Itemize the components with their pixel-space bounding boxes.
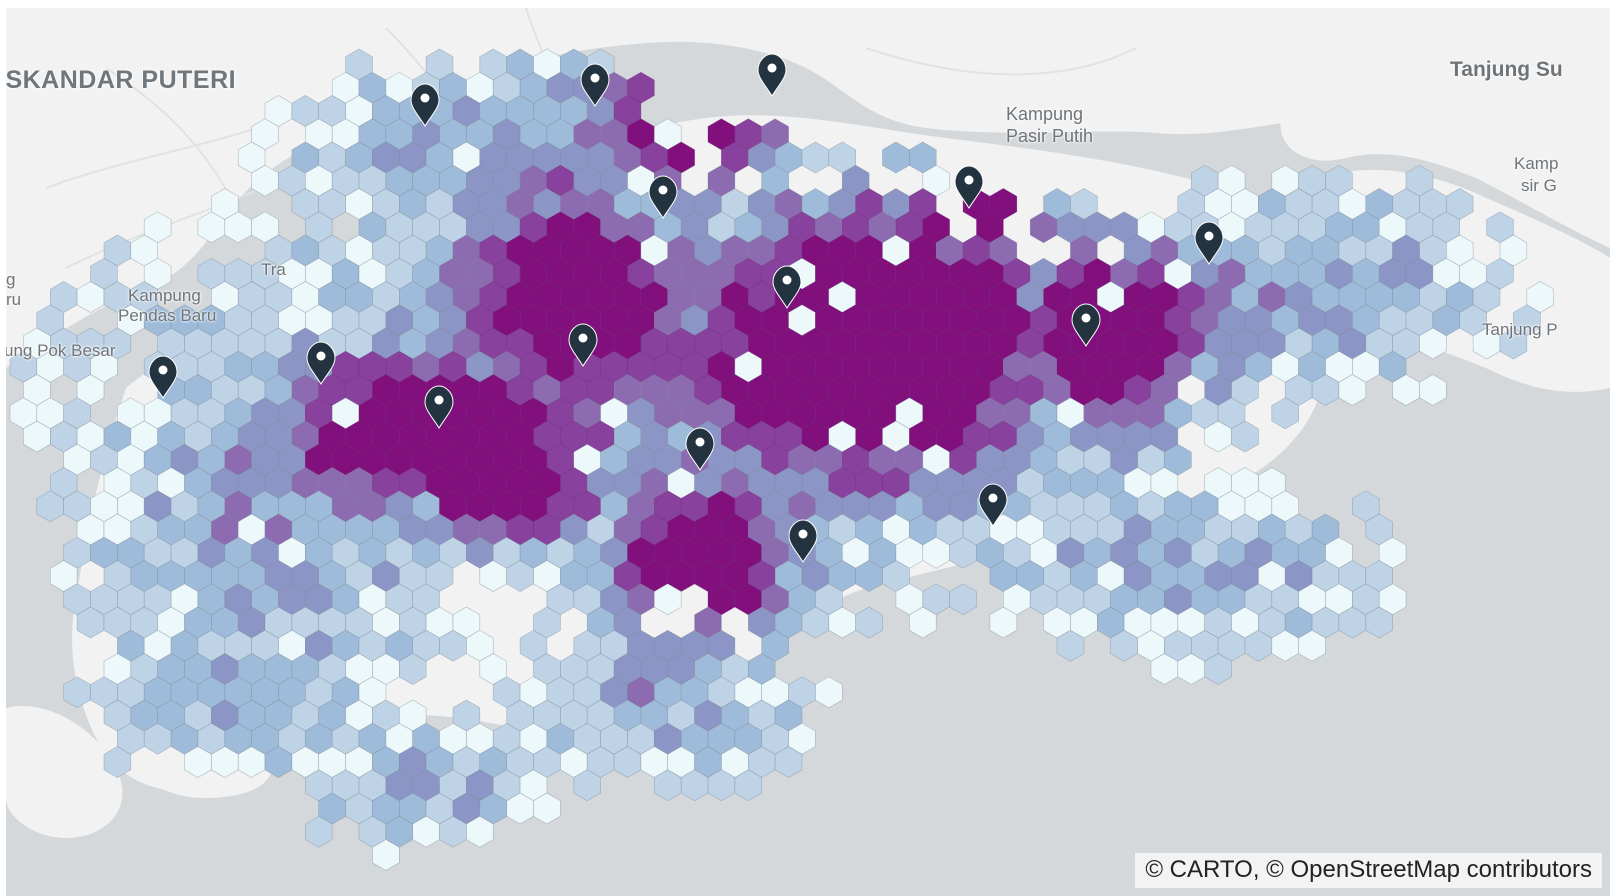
map-pin-icon[interactable]: [757, 53, 787, 97]
map-pin-icon[interactable]: [148, 355, 178, 399]
hex-bin[interactable]: [815, 676, 843, 709]
hex-bin[interactable]: [1419, 327, 1447, 360]
place-label-pasir-g: sir G: [1521, 176, 1557, 195]
hex-bin[interactable]: [653, 583, 682, 616]
map-canvas[interactable]: [6, 8, 1610, 896]
hex-bin[interactable]: [1419, 374, 1447, 406]
map-pin-icon[interactable]: [772, 265, 802, 309]
hex-bin[interactable]: [774, 746, 803, 778]
place-label-tanjung-p: Tanjung P: [1482, 320, 1558, 339]
place-label-kampung-right: Kamp: [1514, 154, 1559, 173]
hex-bin[interactable]: [573, 769, 601, 802]
map-container[interactable]: ISKANDAR PUTERI Tanjung Su Kampung Pasir…: [6, 8, 1610, 896]
place-label-iskandar-puteri: ISKANDAR PUTERI: [6, 66, 237, 94]
hex-bin[interactable]: [949, 583, 977, 616]
hex-bin[interactable]: [304, 815, 333, 848]
hexbin-layer: [9, 48, 1554, 871]
map-pin-icon[interactable]: [1194, 221, 1224, 265]
land-southwest-islands: [6, 706, 123, 838]
map-pin-icon[interactable]: [648, 175, 678, 219]
map-pin-icon[interactable]: [424, 385, 454, 429]
hex-bin[interactable]: [533, 792, 561, 825]
map-pin-icon[interactable]: [954, 165, 984, 209]
hex-bin[interactable]: [1204, 653, 1232, 685]
map-pin-icon[interactable]: [410, 83, 440, 127]
place-label-kampung-pasir-putih-2: Pasir Putih: [1006, 126, 1094, 146]
map-pin-icon[interactable]: [788, 519, 818, 563]
place-label-ru: ru: [6, 290, 22, 309]
hex-bin[interactable]: [855, 606, 883, 639]
place-label-tanjung-su: Tanjung Su: [1450, 58, 1563, 81]
hex-bin[interactable]: [372, 839, 400, 871]
hex-bin[interactable]: [989, 606, 1018, 639]
hex-bin[interactable]: [1271, 397, 1299, 430]
map-pin-icon[interactable]: [580, 63, 610, 107]
place-label-pok-besar: ung Pok Besar: [6, 341, 116, 360]
hex-bin[interactable]: [1056, 629, 1085, 662]
hex-bin[interactable]: [1298, 629, 1326, 662]
hex-bin[interactable]: [398, 653, 427, 685]
hex-bin[interactable]: [466, 815, 494, 848]
hex-bin[interactable]: [1499, 327, 1528, 360]
hex-bin[interactable]: [1231, 420, 1259, 453]
hex-bin[interactable]: [103, 746, 132, 778]
place-label-tra: Tra: [261, 260, 286, 279]
map-pin-icon[interactable]: [1071, 303, 1101, 347]
place-label-kampung-pasir-putih: Kampung: [1006, 104, 1084, 124]
hex-bin[interactable]: [909, 606, 937, 639]
hex-bin[interactable]: [1365, 606, 1393, 639]
map-pin-icon[interactable]: [568, 323, 598, 367]
marker-layer: [148, 53, 1224, 563]
hex-bin[interactable]: [1338, 374, 1367, 406]
land-northeast: [1280, 8, 1610, 248]
map-attribution[interactable]: © CARTO, © OpenStreetMap contributors: [1135, 853, 1602, 888]
map-pin-icon[interactable]: [685, 427, 715, 471]
hex-bin[interactable]: [734, 769, 763, 802]
place-label-g: g: [6, 270, 16, 289]
map-pin-icon[interactable]: [978, 483, 1008, 527]
map-pin-icon[interactable]: [306, 341, 336, 385]
place-label-kampung-pendas: Kampung: [128, 286, 201, 305]
place-label-pendas-baru: Pendas Baru: [118, 306, 217, 325]
